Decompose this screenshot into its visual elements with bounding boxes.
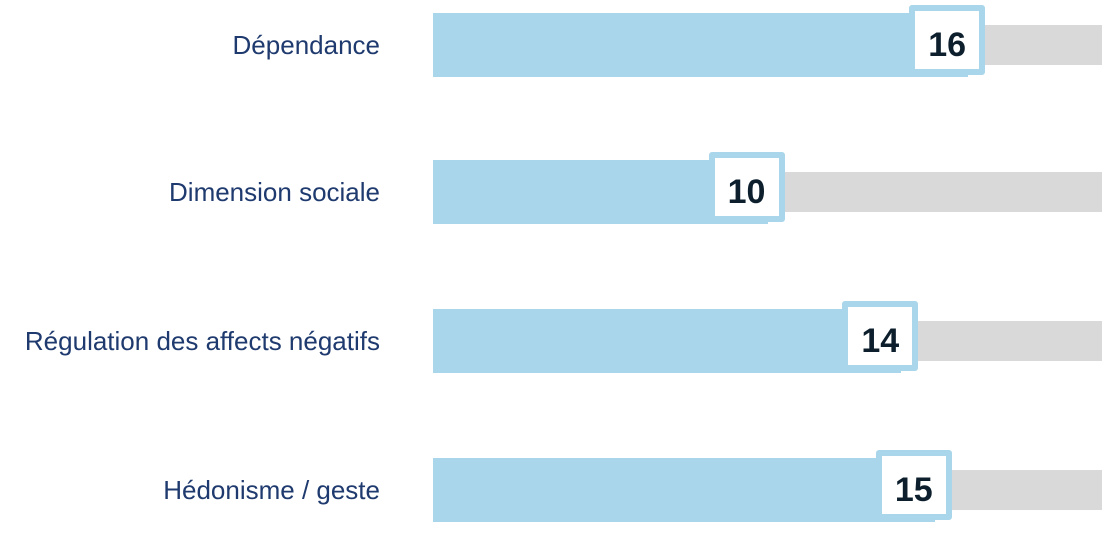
bar [433, 13, 969, 77]
data-label: 15 [875, 450, 952, 520]
category-label: Hédonisme / geste [10, 445, 380, 535]
data-label: 10 [708, 152, 785, 222]
bar [433, 458, 935, 522]
category-text: Dépendance [232, 30, 380, 60]
category-label: Dimension sociale [10, 147, 380, 237]
category-label: Régulation des affects négatifs [10, 296, 380, 386]
data-label: 14 [842, 301, 919, 371]
category-text: Dimension sociale [169, 177, 380, 207]
data-label: 16 [909, 5, 986, 75]
category-label: Dépendance [10, 0, 380, 90]
bar [433, 309, 902, 373]
category-text: Régulation des affects négatifs [24, 326, 380, 356]
category-text: Hédonisme / geste [163, 475, 380, 505]
